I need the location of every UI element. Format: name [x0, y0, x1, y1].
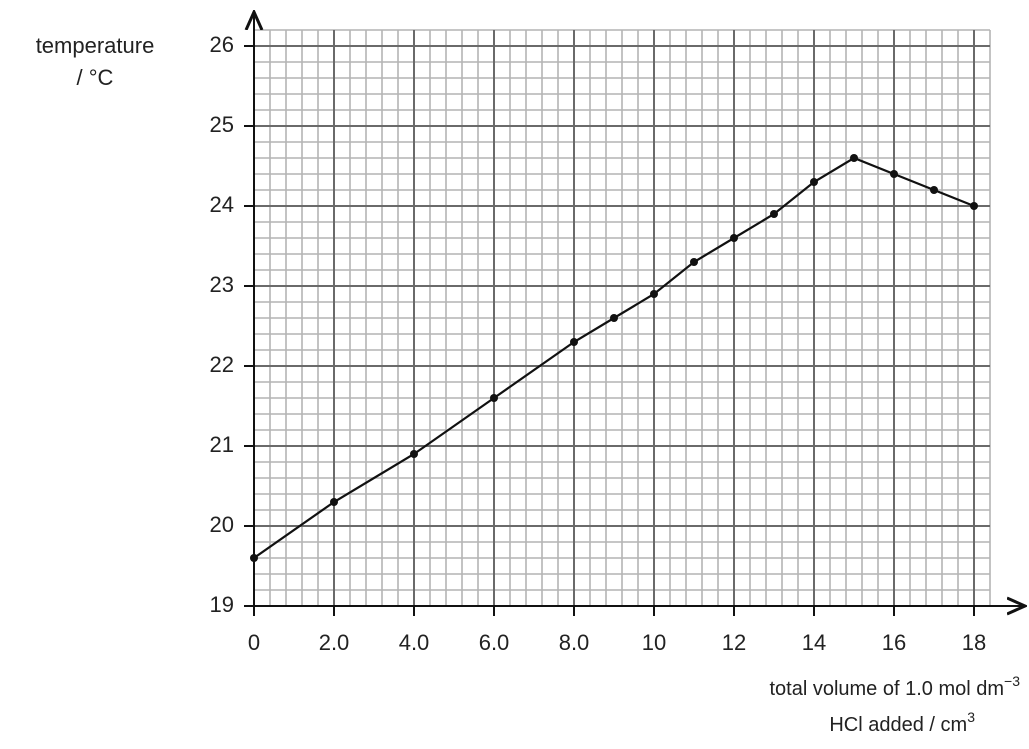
y-tick-label: 22	[210, 352, 234, 377]
data-line	[253, 156, 975, 559]
x-axis-label-sup: −3	[1004, 673, 1020, 689]
x-axis-label-sup: 3	[967, 709, 975, 725]
x-tick-label: 14	[802, 630, 826, 655]
data-point	[650, 290, 658, 298]
x-tick-label: 4.0	[399, 630, 430, 655]
y-tick-label: 25	[210, 112, 234, 137]
data-point	[930, 186, 938, 194]
data-point	[410, 450, 418, 458]
x-tick-label: 10	[642, 630, 666, 655]
data-point	[770, 210, 778, 218]
data-point	[810, 178, 818, 186]
data-point	[250, 554, 258, 562]
y-tick-label: 20	[210, 512, 234, 537]
data-point	[970, 202, 978, 210]
x-tick-label: 12	[722, 630, 746, 655]
y-axis-label: / °C	[77, 65, 114, 90]
grid	[253, 29, 991, 607]
y-tick-label: 23	[210, 272, 234, 297]
x-tick-label: 18	[962, 630, 986, 655]
y-tick-label: 19	[210, 592, 234, 617]
y-tick-label: 24	[210, 192, 234, 217]
data-point	[610, 314, 618, 322]
data-point	[730, 234, 738, 242]
x-axis-label-text: total volume of 1.0 mol dm	[769, 678, 1004, 700]
x-axis-label: HCl added / cm3	[829, 709, 975, 737]
x-axis-label-text: HCl added / cm	[829, 714, 967, 736]
data-point	[890, 170, 898, 178]
x-tick-label: 6.0	[479, 630, 510, 655]
data-point	[570, 338, 578, 346]
x-axis-label: total volume of 1.0 mol dm−3	[769, 673, 1020, 701]
data-point	[490, 394, 498, 402]
y-axis-label: temperature	[36, 33, 155, 58]
data-point	[690, 258, 698, 266]
x-tick-label: 8.0	[559, 630, 590, 655]
y-tick-label: 21	[210, 432, 234, 457]
x-tick-label: 16	[882, 630, 906, 655]
data-point	[330, 498, 338, 506]
y-tick-label: 26	[210, 32, 234, 57]
x-tick-label: 0	[248, 630, 260, 655]
x-tick-label: 2.0	[319, 630, 350, 655]
data-point	[850, 154, 858, 162]
